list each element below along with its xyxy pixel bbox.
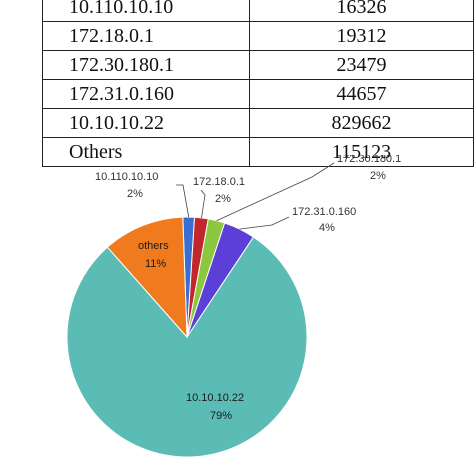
slice-pct: 2% — [370, 170, 386, 182]
count-cell: 23479 — [249, 50, 474, 80]
table-row: 172.31.0.160 44657 — [42, 79, 474, 109]
slice-label: 10.10.10.22 — [186, 392, 244, 404]
leader-line — [216, 162, 335, 222]
ip-cell: 172.30.180.1 — [42, 50, 250, 80]
ip-cell: 10.110.10.10 — [42, 0, 250, 22]
count-cell: 115123 — [249, 137, 474, 167]
count-cell: 44657 — [249, 79, 474, 109]
slice-label: 172.31.0.160 — [292, 206, 356, 218]
slice-pct: 2% — [127, 188, 143, 200]
table-row: 10.110.10.10 16326 — [42, 0, 474, 22]
count-cell: 19312 — [249, 21, 474, 51]
slice-pct: 11% — [145, 258, 166, 270]
table-row: 172.18.0.1 19312 — [42, 21, 474, 51]
count-cell: 16326 — [249, 0, 474, 22]
table-row: 10.10.10.22 829662 — [42, 108, 474, 138]
ip-count-table: 10.110.10.10 16326 172.18.0.1 19312 172.… — [42, 0, 474, 167]
slice-label: 172.18.0.1 — [193, 176, 245, 188]
table-row: 172.30.180.1 23479 — [42, 50, 474, 80]
slice-label: others — [138, 240, 169, 252]
leader-line — [239, 216, 290, 230]
slice-pct: 2% — [215, 193, 231, 205]
table-row: Others 115123 — [42, 137, 474, 167]
count-cell: 829662 — [249, 108, 474, 138]
leader-line — [200, 189, 206, 218]
pie-slice — [66, 236, 308, 458]
slice-pct: 79% — [210, 410, 232, 422]
ip-cell: 172.18.0.1 — [42, 21, 250, 51]
slice-label: 10.110.10.10 — [95, 171, 158, 183]
ip-cell: 10.10.10.22 — [42, 108, 250, 138]
ip-cell: Others — [42, 137, 250, 167]
pie-chart: 10.110.10.10 2% 172.18.0.1 2% 172.30.180… — [66, 155, 401, 458]
pie-slice — [106, 216, 188, 339]
leader-line — [176, 184, 190, 218]
slice-pct: 4% — [319, 222, 335, 234]
slice-label: 172.30.180.1 — [337, 155, 401, 165]
ip-cell: 172.31.0.160 — [42, 79, 250, 109]
